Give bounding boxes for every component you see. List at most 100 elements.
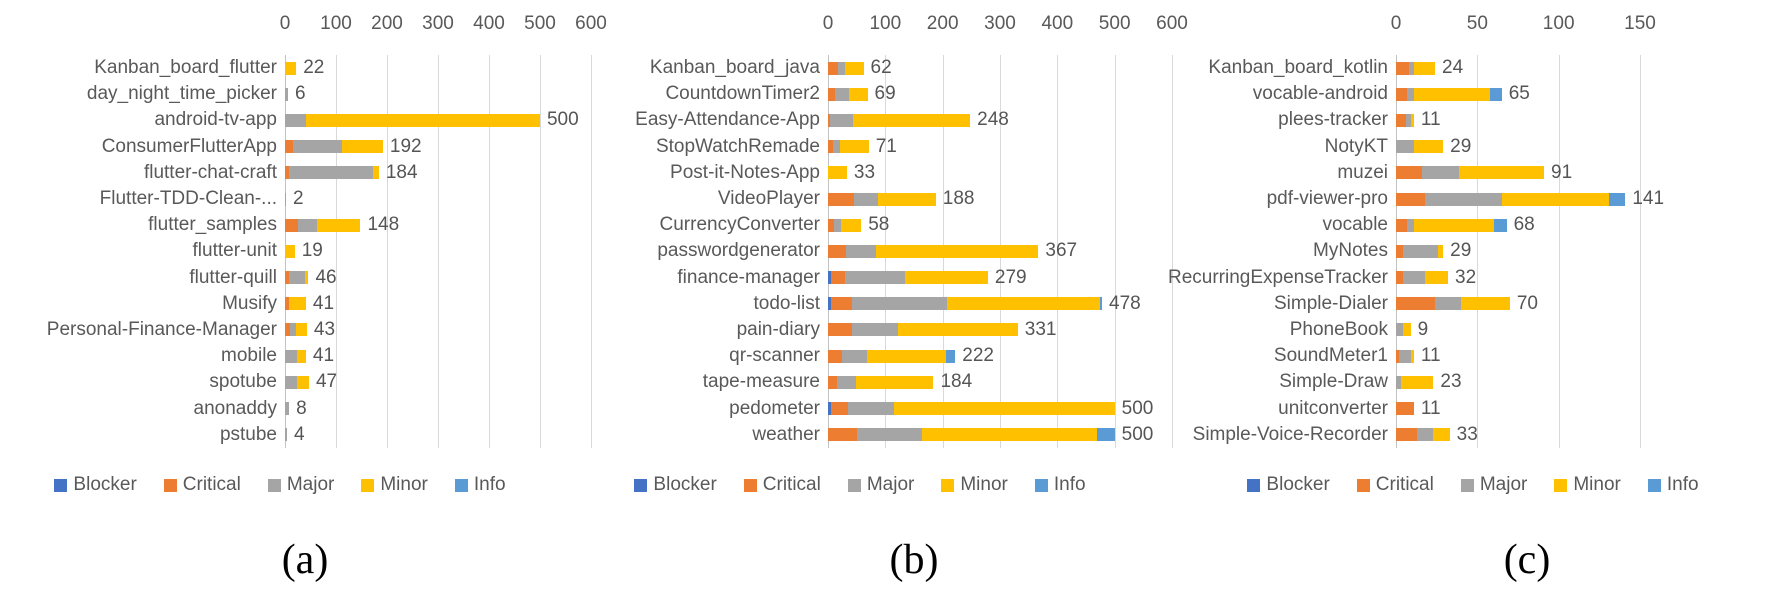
bar-row: muzei 91	[1160, 160, 1786, 186]
bar-row: Easy-Attendance-App 248	[560, 107, 1160, 133]
bar-segment-major	[288, 271, 305, 285]
gridline	[1558, 55, 1560, 448]
caption-b: (b)	[889, 537, 939, 583]
bar-segment-info	[1609, 192, 1626, 206]
caption-c: (c)	[1503, 537, 1551, 583]
bar-segment-major	[285, 428, 288, 442]
bar-segment-minor	[893, 402, 1115, 416]
bar-segment-major	[1396, 140, 1414, 154]
bar-segment-minor	[1438, 244, 1444, 258]
bar-segment-major	[285, 113, 307, 127]
bar-segment-critical	[285, 140, 293, 154]
bar-row: Musify 41	[0, 291, 560, 317]
axis-tick-label: 100	[869, 13, 902, 34]
gridline	[591, 55, 592, 448]
bar-segment-minor	[1402, 323, 1411, 337]
bar-row: android-tv-app 500	[0, 107, 578, 133]
value-label: 19	[301, 240, 323, 262]
bar-segment-minor	[841, 218, 862, 232]
bar-segment-major	[842, 349, 867, 363]
value-label: 478	[1109, 292, 1141, 314]
category-label: pain-diary	[736, 318, 820, 340]
axis-tick-label: 50	[1466, 13, 1488, 34]
axis-tick-label: 0	[279, 13, 291, 34]
bar-segment-major	[1422, 166, 1460, 180]
bar-row: VideoPlayer 188	[560, 186, 1160, 212]
category-label: passwordgenerator	[657, 240, 820, 262]
category-label: qr-scanner	[729, 345, 820, 367]
legend-label: Info	[1053, 474, 1086, 495]
bar-segment-critical	[285, 218, 299, 232]
value-label: 22	[303, 57, 325, 79]
bar-row: MyNotes 29	[1160, 238, 1786, 264]
bar-segment-info	[1493, 218, 1507, 232]
bar-segment-major	[1402, 271, 1426, 285]
bar-segment-info	[946, 349, 956, 363]
bar-segment-blocker	[828, 271, 832, 285]
bar-row: flutter-quill 46	[0, 265, 560, 291]
bar-segment-critical	[285, 166, 290, 180]
bar-row: flutter_samples 148	[0, 212, 560, 238]
bar-segment-major	[1417, 428, 1434, 442]
legend-label: Blocker	[653, 474, 717, 495]
legend-swatch-critical	[743, 478, 757, 492]
value-label: 4	[294, 423, 305, 445]
value-label: 9	[1417, 318, 1429, 340]
bar-segment-minor	[289, 297, 306, 311]
gridline	[336, 55, 337, 448]
bar-segment-critical	[1396, 87, 1408, 101]
category-label: PhoneBook	[1289, 318, 1388, 340]
axis-tick-label: 100	[320, 13, 352, 34]
bar-segment-major	[835, 87, 850, 101]
legend-swatch-info	[1647, 478, 1661, 492]
plot-area-a: Kanban_board_flutter 22 day_night_time_pic…	[0, 55, 592, 448]
bar-segment-major	[298, 218, 317, 232]
bar-segment-major	[285, 349, 298, 363]
bar-row: Simple-Dialer 70	[1160, 291, 1786, 317]
bar-row: Simple-Voice-Recorder 33	[1160, 422, 1786, 448]
category-label: CurrencyConverter	[659, 214, 821, 236]
bar-segment-critical	[285, 323, 290, 337]
bar-segment-minor	[1413, 218, 1494, 232]
category-label: vocable	[1322, 214, 1389, 236]
value-label: 8	[296, 397, 307, 419]
bar-segment-minor	[1413, 61, 1436, 75]
bar-segment-major	[829, 113, 853, 127]
bar-segment-critical	[828, 323, 852, 337]
bar-segment-minor	[897, 323, 1018, 337]
axis-tick-label: 200	[926, 13, 959, 34]
bar-segment-minor	[285, 244, 295, 258]
bar-row: day_night_time_picker 6	[0, 81, 560, 107]
bar-row: pstube 4	[0, 422, 560, 448]
bar-segment-major	[292, 140, 343, 154]
category-label: Kanban_board_java	[649, 57, 820, 79]
bar-segment-minor	[840, 140, 869, 154]
bar-segment-critical	[1396, 61, 1409, 75]
legend-label: Critical	[182, 474, 241, 495]
legend-label: Blocker	[73, 474, 137, 495]
value-label: 188	[942, 188, 975, 210]
axis-tick-label: 200	[371, 13, 403, 34]
bar-row: CountdownTimer2 69	[560, 81, 1160, 107]
value-label: 192	[389, 135, 422, 157]
legend-item-info: Info	[454, 474, 506, 496]
bar-segment-minor	[877, 192, 936, 206]
bar-segment-minor	[1461, 297, 1510, 311]
bar-segment-major	[852, 297, 948, 311]
value-label: 367	[1045, 240, 1078, 262]
bar-segment-major	[837, 375, 857, 389]
bar-segment-major	[285, 87, 289, 101]
bar-segment-minor	[1501, 192, 1610, 206]
bar-segment-critical	[830, 402, 849, 416]
gridline	[1114, 55, 1116, 448]
category-label: muzei	[1337, 161, 1388, 183]
plot-area-c: Kanban_board_kotlin 24 vocable-android 65 pl…	[1160, 55, 1786, 448]
category-label: VideoPlayer	[717, 188, 820, 210]
bar-row: NotyKT 29	[1160, 134, 1786, 160]
legend-label: Major	[286, 474, 335, 495]
bar-segment-major	[285, 192, 287, 206]
axis-tick-label: 300	[422, 13, 454, 34]
bar-segment-major	[1407, 218, 1414, 232]
category-label: weather	[752, 423, 820, 445]
category-label: finance-manager	[677, 266, 820, 288]
